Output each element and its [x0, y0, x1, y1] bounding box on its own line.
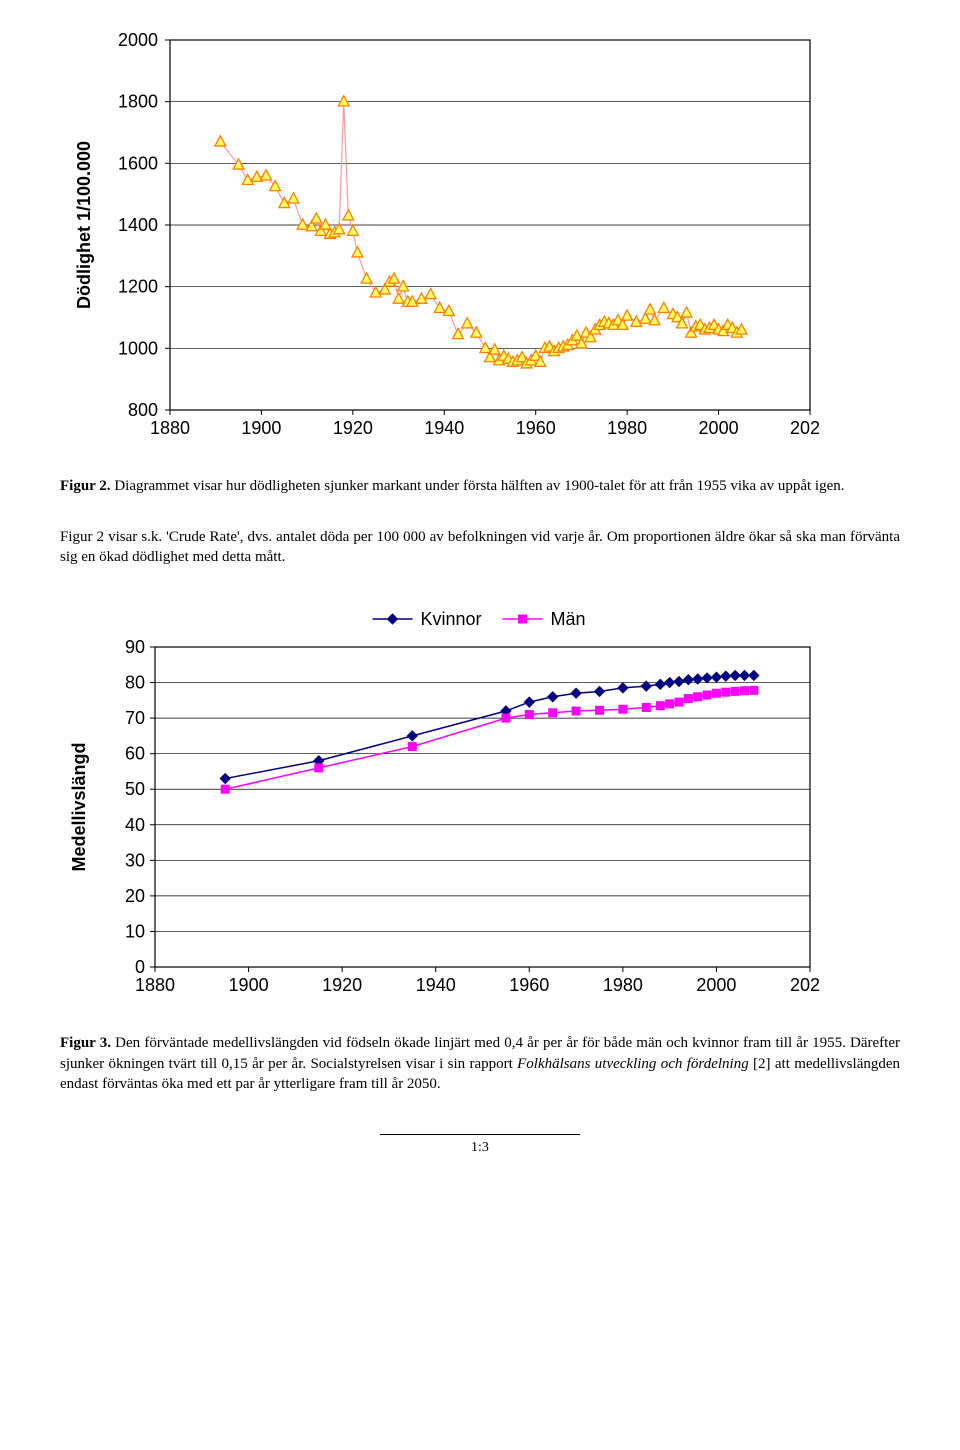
svg-text:Kvinnor: Kvinnor: [421, 609, 482, 629]
svg-text:1960: 1960: [509, 975, 549, 995]
svg-text:1920: 1920: [333, 418, 373, 438]
svg-text:1920: 1920: [322, 975, 362, 995]
svg-text:1980: 1980: [603, 975, 643, 995]
svg-text:90: 90: [125, 637, 145, 657]
caption-label: Figur 3.: [60, 1035, 111, 1051]
caption-italic: Folkhälsans utveckling och fördelning: [517, 1056, 749, 1072]
svg-text:2020: 2020: [790, 418, 820, 438]
svg-text:60: 60: [125, 744, 145, 764]
svg-text:50: 50: [125, 779, 145, 799]
svg-text:0: 0: [135, 957, 145, 977]
svg-text:2000: 2000: [696, 975, 736, 995]
svg-text:1880: 1880: [150, 418, 190, 438]
svg-text:70: 70: [125, 708, 145, 728]
svg-text:40: 40: [125, 815, 145, 835]
life-expectancy-chart-svg: Kvinnor Män 0 10 20 30 40 50 60 70 80 90 1880 1900 192…: [60, 597, 820, 1017]
svg-text:Medellivslängd: Medellivslängd: [69, 742, 89, 871]
svg-text:1400: 1400: [118, 215, 158, 235]
svg-text:20: 20: [125, 886, 145, 906]
svg-text:10: 10: [125, 921, 145, 941]
svg-text:2000: 2000: [118, 30, 158, 50]
svg-text:Män: Män: [551, 609, 586, 629]
svg-text:2020: 2020: [790, 975, 820, 995]
svg-text:80: 80: [125, 673, 145, 693]
page-footer: 1:3: [380, 1134, 580, 1158]
svg-text:1200: 1200: [118, 277, 158, 297]
svg-text:1900: 1900: [241, 418, 281, 438]
figure-2-note: Figur 2 visar s.k. 'Crude Rate', dvs. an…: [60, 527, 900, 568]
figure-2-caption: Figur 2. Diagrammet visar hur dödlighete…: [60, 476, 900, 496]
caption-label: Figur 2.: [60, 478, 111, 494]
figure-3-caption: Figur 3. Den förväntade medellivslängden…: [60, 1033, 900, 1094]
svg-text:1900: 1900: [229, 975, 269, 995]
svg-text:1600: 1600: [118, 153, 158, 173]
svg-text:1880: 1880: [135, 975, 175, 995]
svg-text:1960: 1960: [516, 418, 556, 438]
svg-text:1000: 1000: [118, 338, 158, 358]
svg-text:30: 30: [125, 850, 145, 870]
mortality-chart: 800 1000 1200 1400 1600 1800 2000 1880 1900 1920 1…: [60, 30, 900, 466]
svg-text:1800: 1800: [118, 92, 158, 112]
life-expectancy-chart: Kvinnor Män 0 10 20 30 40 50 60 70 80 90 1880 1900 192…: [60, 597, 900, 1023]
svg-text:1940: 1940: [416, 975, 456, 995]
svg-text:2000: 2000: [699, 418, 739, 438]
caption-text-a: Diagrammet visar hur dödligheten sjunker…: [111, 478, 845, 494]
svg-text:1980: 1980: [607, 418, 647, 438]
svg-text:800: 800: [128, 400, 158, 420]
svg-text:Dödlighet 1/100.000: Dödlighet 1/100.000: [74, 141, 94, 309]
svg-text:1940: 1940: [424, 418, 464, 438]
mortality-chart-svg: 800 1000 1200 1400 1600 1800 2000 1880 1900 1920 1…: [60, 30, 820, 460]
